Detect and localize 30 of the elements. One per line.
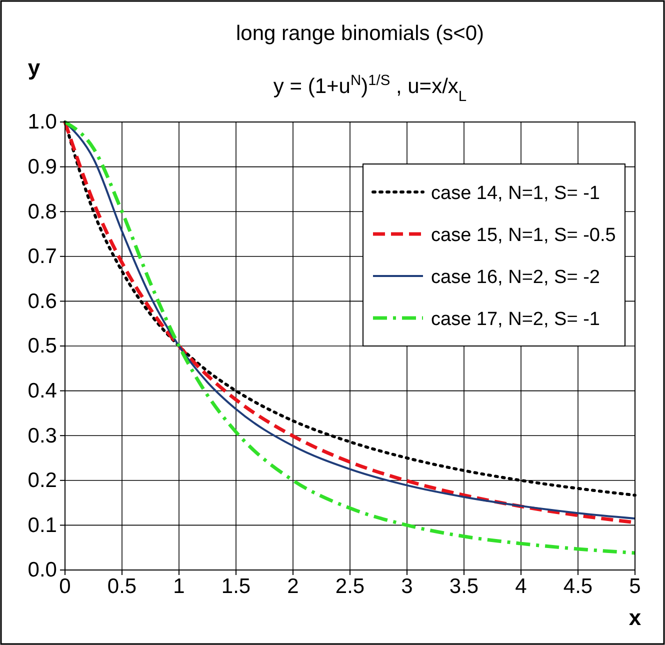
x-tick-label: 3 (401, 574, 413, 598)
x-axis-title: x (628, 605, 642, 630)
x-tick-label: 4 (515, 574, 528, 598)
x-tick-label: 4.5 (563, 574, 593, 598)
y-tick-label: 0.4 (28, 380, 58, 403)
x-tick-label: 1.5 (221, 574, 251, 598)
x-tick-label: 0.5 (107, 574, 137, 598)
y-tick-label: 0.9 (28, 156, 57, 179)
y-tick-label: 0.8 (28, 200, 57, 224)
x-tick-label: 1 (173, 574, 185, 598)
legend-label: case 15, N=1, S= -0.5 (431, 225, 616, 246)
x-tick-label: 0 (59, 574, 71, 598)
y-tick-label: 0.0 (28, 558, 57, 582)
x-tick-label: 5 (629, 574, 641, 598)
legend-label: case 17, N=2, S= -1 (431, 309, 600, 330)
chart-subtitle: y = (1+u$^{N}$)$^{1/S}$ , u=x/x$_{L}$ (273, 73, 467, 105)
legend-label: case 16, N=2, S= -2 (431, 267, 600, 288)
y-axis-title: y (28, 55, 41, 80)
y-tick-label: 1.0 (28, 110, 57, 134)
y-tick-label: 0.6 (28, 290, 57, 313)
x-tick-label: 2 (287, 574, 299, 598)
y-tick-label: 0.1 (28, 514, 57, 537)
y-tick-label: 0.2 (28, 469, 57, 492)
y-tick-label: 0.3 (28, 424, 57, 448)
legend-label: case 14, N=1, S= -1 (431, 183, 600, 204)
y-tick-label: 0.7 (28, 245, 57, 268)
x-tick-label: 2.5 (335, 574, 365, 598)
chart-title: long range binomials (s<0) (236, 22, 484, 45)
x-tick-label: 3.5 (449, 574, 479, 598)
y-tick-label: 0.5 (28, 334, 57, 358)
